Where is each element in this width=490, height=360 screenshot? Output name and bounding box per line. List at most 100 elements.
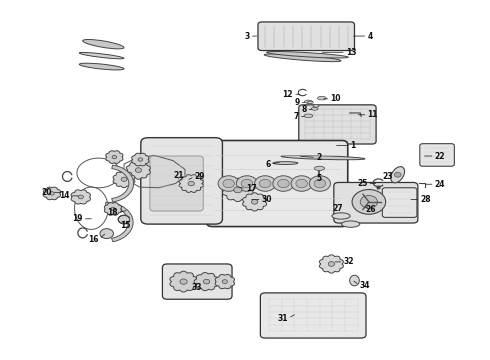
Ellipse shape (264, 54, 341, 62)
Polygon shape (106, 202, 133, 242)
Text: 1: 1 (351, 141, 356, 150)
Text: 25: 25 (357, 179, 368, 188)
Ellipse shape (332, 213, 350, 219)
Text: 34: 34 (359, 281, 370, 290)
Text: 4: 4 (368, 32, 373, 41)
Text: 10: 10 (330, 94, 341, 103)
Ellipse shape (314, 166, 324, 171)
Text: 17: 17 (246, 184, 257, 193)
Polygon shape (170, 271, 197, 292)
Text: 11: 11 (368, 110, 378, 119)
Text: 23: 23 (383, 172, 393, 181)
Polygon shape (243, 193, 267, 211)
Circle shape (360, 195, 377, 208)
Polygon shape (112, 165, 134, 202)
Circle shape (394, 172, 401, 177)
Text: 27: 27 (332, 204, 343, 213)
Text: 14: 14 (59, 192, 70, 201)
Polygon shape (179, 175, 203, 193)
Text: 31: 31 (278, 314, 288, 323)
Text: 6: 6 (265, 159, 270, 168)
Circle shape (223, 179, 234, 188)
FancyBboxPatch shape (141, 138, 222, 224)
Circle shape (255, 176, 276, 191)
Text: 9: 9 (294, 98, 300, 107)
FancyBboxPatch shape (258, 22, 354, 50)
Text: 3: 3 (245, 32, 250, 41)
Text: 30: 30 (262, 195, 272, 204)
Ellipse shape (391, 167, 405, 183)
FancyBboxPatch shape (420, 144, 454, 166)
Polygon shape (234, 187, 242, 193)
Text: 19: 19 (72, 214, 83, 223)
Polygon shape (222, 280, 227, 284)
Polygon shape (251, 199, 258, 204)
FancyBboxPatch shape (382, 188, 417, 217)
Polygon shape (215, 275, 235, 289)
Ellipse shape (342, 221, 360, 227)
Circle shape (296, 179, 307, 188)
Text: 20: 20 (42, 188, 52, 197)
Polygon shape (112, 156, 117, 159)
Ellipse shape (83, 40, 124, 49)
Polygon shape (180, 279, 187, 284)
Polygon shape (188, 181, 195, 186)
Circle shape (241, 179, 253, 188)
FancyBboxPatch shape (150, 156, 203, 211)
Circle shape (118, 215, 130, 224)
Text: 18: 18 (107, 208, 118, 217)
Circle shape (309, 176, 330, 191)
Polygon shape (319, 255, 343, 273)
Circle shape (259, 179, 271, 188)
FancyBboxPatch shape (207, 140, 348, 226)
Ellipse shape (313, 105, 319, 107)
Text: 16: 16 (89, 235, 99, 244)
Polygon shape (121, 177, 127, 181)
FancyBboxPatch shape (299, 105, 376, 144)
Polygon shape (328, 262, 335, 266)
Ellipse shape (307, 101, 313, 104)
Circle shape (314, 179, 326, 188)
FancyBboxPatch shape (260, 293, 366, 338)
Polygon shape (138, 158, 143, 161)
Polygon shape (49, 192, 54, 195)
Polygon shape (111, 207, 115, 211)
Ellipse shape (273, 162, 298, 165)
Polygon shape (135, 168, 142, 172)
Text: 26: 26 (366, 206, 376, 215)
Text: 33: 33 (192, 283, 202, 292)
FancyBboxPatch shape (162, 264, 232, 299)
Ellipse shape (281, 156, 365, 160)
Circle shape (100, 229, 113, 239)
Text: 7: 7 (294, 112, 299, 121)
Text: 8: 8 (301, 105, 306, 114)
Polygon shape (78, 195, 83, 199)
Polygon shape (203, 279, 210, 284)
Polygon shape (106, 151, 123, 163)
Ellipse shape (267, 51, 348, 58)
Text: 13: 13 (346, 48, 356, 57)
Circle shape (278, 179, 289, 188)
Ellipse shape (311, 107, 318, 110)
Text: 28: 28 (420, 195, 431, 204)
Ellipse shape (318, 96, 326, 100)
Ellipse shape (304, 114, 313, 118)
Polygon shape (194, 273, 219, 291)
Circle shape (236, 176, 257, 191)
Circle shape (218, 176, 239, 191)
Ellipse shape (350, 275, 359, 286)
Ellipse shape (304, 100, 312, 103)
Polygon shape (222, 178, 253, 202)
Polygon shape (132, 153, 149, 166)
Polygon shape (104, 203, 122, 215)
FancyBboxPatch shape (334, 183, 418, 223)
Text: 15: 15 (120, 221, 130, 230)
Ellipse shape (79, 53, 124, 59)
Text: 2: 2 (316, 153, 321, 162)
Circle shape (273, 176, 294, 191)
Polygon shape (71, 190, 91, 204)
Text: 12: 12 (283, 90, 293, 99)
Text: 29: 29 (195, 172, 205, 181)
Polygon shape (126, 161, 150, 179)
Text: 24: 24 (435, 180, 445, 189)
